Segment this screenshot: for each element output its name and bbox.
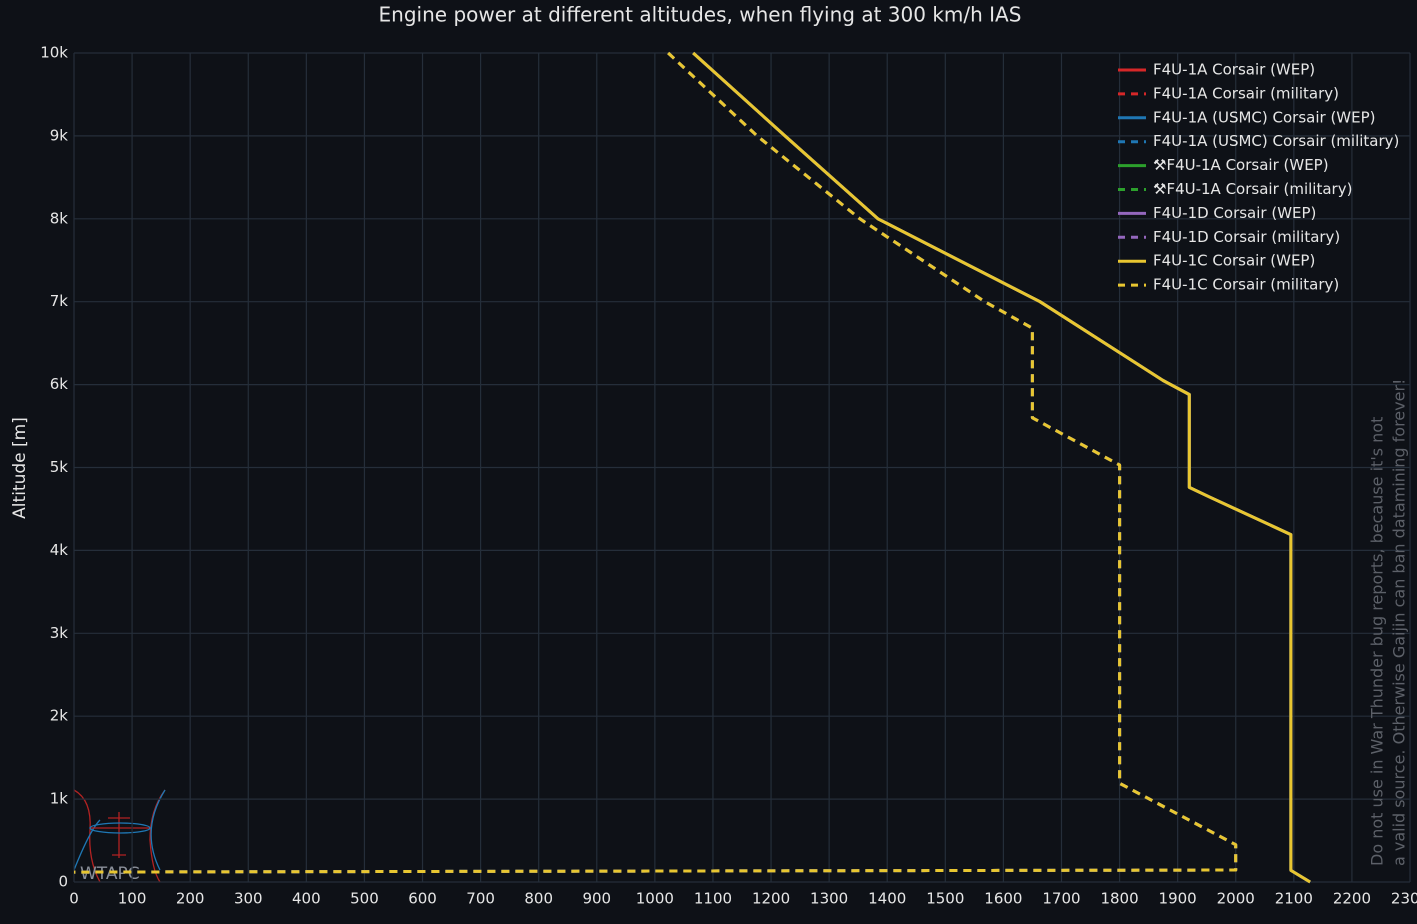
x-tick-label: 100 — [118, 890, 147, 908]
watermark: Do not use in War Thunder bug reports, b… — [1368, 417, 1387, 866]
x-tick-label: 1900 — [1159, 890, 1197, 908]
x-tick-label: 1200 — [752, 890, 790, 908]
chart-title: Engine power at different altitudes, whe… — [379, 3, 1022, 27]
series-line — [73, 51, 1238, 874]
x-tick-label: 1000 — [636, 890, 674, 908]
legend-label: F4U-1C Corsair (WEP) — [1153, 252, 1315, 270]
logo-curve — [73, 789, 166, 871]
x-tick-label: 1500 — [926, 890, 964, 908]
grid — [73, 52, 1411, 883]
x-tick-label: 700 — [466, 890, 495, 908]
x-tick-label: 1800 — [1100, 890, 1138, 908]
legend-label: F4U-1A Corsair (WEP) — [1153, 61, 1315, 79]
x-tick-label: 1700 — [1042, 890, 1080, 908]
logo-plane — [90, 812, 150, 858]
x-tick-label: 600 — [408, 890, 437, 908]
y-tick-label: 6k — [50, 375, 69, 393]
x-tick-label: 1300 — [810, 890, 848, 908]
y-tick-label: 4k — [50, 541, 69, 559]
x-tick-label: 1400 — [868, 890, 906, 908]
logo — [73, 789, 166, 883]
legend-label: F4U-1A (USMC) Corsair (military) — [1153, 132, 1399, 150]
x-tick-label: 0 — [69, 890, 79, 908]
x-tick-label: 2100 — [1275, 890, 1313, 908]
x-tick-label: 900 — [582, 890, 611, 908]
y-tick-label: 0 — [58, 873, 68, 891]
legend-label: F4U-1D Corsair (military) — [1153, 228, 1340, 246]
legend: F4U-1A Corsair (WEP) F4U-1A Corsair (mili… — [1118, 61, 1399, 294]
x-tick-label: 500 — [350, 890, 379, 908]
legend-label: ⚒F4U-1A Corsair (military) — [1153, 180, 1352, 198]
y-tick-label: 7k — [50, 292, 69, 310]
x-tick-label: 2200 — [1333, 890, 1371, 908]
series-line — [692, 51, 1311, 884]
y-axis-label: Altitude [m] — [10, 417, 30, 519]
legend-label: F4U-1A Corsair (military) — [1153, 84, 1339, 102]
y-tick-label: 2k — [50, 707, 69, 725]
x-tick-label: 2300 — [1391, 890, 1417, 908]
logo-plane — [89, 822, 151, 834]
y-tick-label: 9k — [50, 126, 69, 144]
y-tick-label: 3k — [50, 624, 69, 642]
y-tick-label: 1k — [50, 790, 69, 808]
x-tick-label: 800 — [524, 890, 553, 908]
legend-label: F4U-1D Corsair (WEP) — [1153, 204, 1316, 222]
logo-text: WTAPC — [80, 864, 140, 884]
y-tick-label: 5k — [50, 458, 69, 476]
x-tick-label: 300 — [234, 890, 263, 908]
y-tick-label: 10k — [40, 44, 68, 62]
y-tick-label: 8k — [50, 209, 69, 227]
x-tick-label: 2000 — [1217, 890, 1255, 908]
legend-label: F4U-1A (USMC) Corsair (WEP) — [1153, 108, 1376, 126]
x-tick-label: 200 — [176, 890, 205, 908]
legend-label: F4U-1C Corsair (military) — [1153, 276, 1339, 294]
legend-label: ⚒F4U-1A Corsair (WEP) — [1153, 156, 1329, 174]
x-tick-label: 1100 — [694, 890, 732, 908]
watermark: a valid source. Otherwise Gaijin can ban… — [1390, 379, 1409, 866]
x-tick-label: 400 — [292, 890, 321, 908]
logo-curve — [73, 789, 101, 883]
x-tick-label: 1600 — [984, 890, 1022, 908]
